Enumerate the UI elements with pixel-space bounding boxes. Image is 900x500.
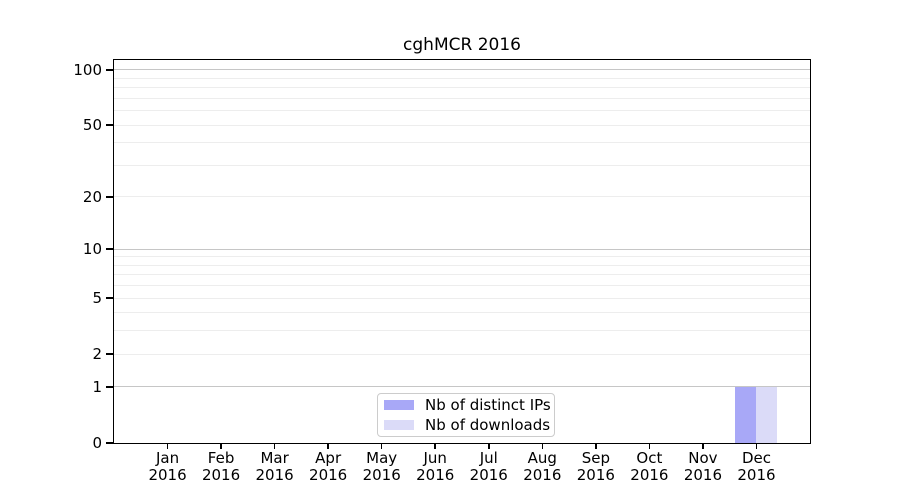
x-tick-label-jun: Jun 2016 <box>400 450 470 484</box>
gridline-y-20 <box>114 196 810 198</box>
x-tick-year: 2016 <box>255 466 294 484</box>
x-tick-label-nov: Nov 2016 <box>668 450 738 484</box>
x-tick-label-sep: Sep 2016 <box>561 450 631 484</box>
y-tick-1 <box>106 386 114 388</box>
y-tick-label-5: 5 <box>92 289 102 308</box>
gridline-y-6 <box>114 285 810 287</box>
x-tick-year: 2016 <box>630 466 669 484</box>
x-tick-label-feb: Feb 2016 <box>186 450 256 484</box>
legend-entry-distinct-ips: Nb of distinct IPs <box>384 396 551 414</box>
x-tick-nov <box>702 443 704 449</box>
x-tick-oct <box>648 443 651 449</box>
gridline-y-7 <box>114 274 810 276</box>
gridline-y-5 <box>114 297 810 299</box>
x-tick-label-mar: Mar 2016 <box>240 450 310 484</box>
y-tick-50 <box>106 124 114 126</box>
x-tick-aug <box>541 443 544 449</box>
x-tick-label-may: May 2016 <box>347 450 417 484</box>
y-tick-label-10: 10 <box>82 240 102 259</box>
gridline-y-8 <box>114 264 810 266</box>
legend-entry-downloads: Nb of downloads <box>384 416 551 434</box>
y-tick-2 <box>106 353 114 355</box>
x-tick-month: Jun <box>423 449 447 467</box>
x-tick-month: Apr <box>315 449 342 467</box>
x-tick-month: Feb <box>207 449 235 467</box>
x-tick-dec <box>755 443 758 449</box>
gridline-y-100 <box>114 69 810 71</box>
y-tick-label-20: 20 <box>82 187 102 206</box>
x-tick-may <box>380 443 383 449</box>
x-tick-label-aug: Aug 2016 <box>507 450 577 484</box>
gridline-y-4 <box>114 312 810 314</box>
gridline-y-1 <box>114 386 810 388</box>
y-tick-label-100: 100 <box>73 60 102 79</box>
gridline-y-40 <box>114 142 810 144</box>
gridline-y-80 <box>114 87 810 89</box>
x-tick-jan <box>166 443 169 449</box>
x-tick-mar <box>273 443 276 449</box>
x-tick-label-jan: Jan 2016 <box>133 450 203 484</box>
gridline-y-3 <box>114 330 810 332</box>
y-tick-10 <box>106 248 114 250</box>
plot-area: Nb of distinct IPs Nb of downloads <box>114 60 810 443</box>
x-tick-jul <box>488 443 490 449</box>
y-tick-20 <box>106 196 114 198</box>
x-tick-year: 2016 <box>737 466 776 484</box>
legend-label-distinct-ips: Nb of distinct IPs <box>425 396 551 414</box>
x-tick-label-jul: Jul 2016 <box>454 450 524 484</box>
legend-swatch-downloads <box>384 420 414 430</box>
y-tick-label-2: 2 <box>92 345 102 364</box>
x-tick-year: 2016 <box>148 466 187 484</box>
legend: Nb of distinct IPs Nb of downloads <box>377 393 555 437</box>
x-tick-year: 2016 <box>416 466 455 484</box>
x-tick-month: Sep <box>581 449 610 467</box>
bar-dec-distinct-ips <box>735 386 757 443</box>
x-tick-month: Aug <box>527 449 557 467</box>
gridline-y-30 <box>114 164 810 166</box>
legend-label-downloads: Nb of downloads <box>425 416 551 434</box>
x-tick-month: May <box>366 449 398 467</box>
bar-dec-downloads <box>756 386 778 443</box>
x-tick-year: 2016 <box>362 466 401 484</box>
gridline-y-60 <box>114 110 810 112</box>
x-tick-year: 2016 <box>576 466 615 484</box>
x-tick-year: 2016 <box>469 466 508 484</box>
y-tick-label-50: 50 <box>82 116 102 135</box>
y-tick-label-0: 0 <box>92 434 102 452</box>
x-tick-label-dec: Dec 2016 <box>721 450 791 484</box>
x-tick-apr <box>327 443 329 449</box>
y-tick-100 <box>106 69 114 71</box>
x-tick-month: Mar <box>260 449 289 467</box>
x-tick-label-apr: Apr 2016 <box>293 450 363 484</box>
x-tick-month: Nov <box>688 449 718 467</box>
gridline-y-9 <box>114 256 810 258</box>
x-tick-sep <box>595 443 597 449</box>
x-tick-feb <box>220 443 222 449</box>
x-tick-year: 2016 <box>683 466 723 484</box>
x-tick-label-oct: Oct 2016 <box>614 450 684 484</box>
x-tick-month: Jan <box>155 449 180 467</box>
legend-swatch-distinct-ips <box>384 400 414 410</box>
gridline-y-10 <box>114 248 810 250</box>
x-tick-year: 2016 <box>523 466 562 484</box>
gridline-y-90 <box>114 77 810 79</box>
y-tick-label-1: 1 <box>92 377 102 396</box>
x-tick-jun <box>434 443 436 449</box>
y-tick-5 <box>106 297 114 299</box>
chart-title: cghMCR 2016 <box>403 35 521 55</box>
gridline-y-70 <box>114 97 810 99</box>
x-tick-month: Jul <box>479 449 498 467</box>
x-tick-month: Oct <box>636 449 663 467</box>
x-tick-year: 2016 <box>309 466 348 484</box>
x-tick-year: 2016 <box>201 466 241 484</box>
x-tick-month: Dec <box>741 449 771 467</box>
gridline-y-50 <box>114 124 810 126</box>
y-tick-0 <box>106 442 114 444</box>
gridline-y-2 <box>114 353 810 355</box>
